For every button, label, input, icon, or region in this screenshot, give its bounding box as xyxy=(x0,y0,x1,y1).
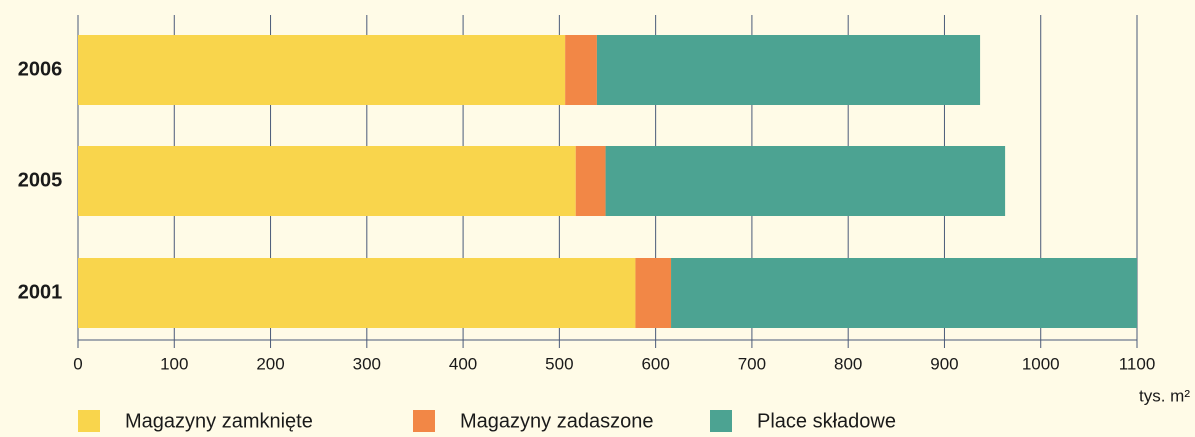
x-axis-label: tys. m² xyxy=(1139,386,1190,405)
legend-label: Place składowe xyxy=(757,410,896,432)
x-tick-label: 1000 xyxy=(1022,354,1060,373)
x-tick-label: 400 xyxy=(449,354,477,373)
y-tick-label: 2006 xyxy=(18,58,63,80)
x-tick-label: 0 xyxy=(73,354,82,373)
bar-segment xyxy=(78,258,636,328)
y-tick-label: 2005 xyxy=(18,169,63,191)
x-tick-label: 900 xyxy=(930,354,958,373)
bar-segment xyxy=(78,35,566,105)
bar-segment xyxy=(635,258,672,328)
legend-label: Magazyny zamknięte xyxy=(125,410,313,432)
bar-segment xyxy=(671,258,1137,328)
x-tick-label: 200 xyxy=(256,354,284,373)
x-tick-label: 1100 xyxy=(1119,354,1156,373)
y-tick-label: 2001 xyxy=(18,281,63,303)
legend-label: Magazyny zadaszone xyxy=(460,410,653,432)
legend-swatch xyxy=(78,410,100,432)
legend-swatch xyxy=(710,410,732,432)
bar-segment xyxy=(565,35,597,105)
x-tick-label: 300 xyxy=(353,354,381,373)
bar-segment xyxy=(78,146,576,216)
x-tick-label: 800 xyxy=(834,354,862,373)
x-tick-label: 100 xyxy=(160,354,188,373)
legend-swatch xyxy=(413,410,435,432)
x-tick-label: 600 xyxy=(641,354,669,373)
x-tick-label: 700 xyxy=(738,354,766,373)
x-tick-label: 500 xyxy=(545,354,573,373)
bar-segment xyxy=(605,146,1006,216)
bar-segment xyxy=(575,146,606,216)
bar-segment xyxy=(596,35,981,105)
